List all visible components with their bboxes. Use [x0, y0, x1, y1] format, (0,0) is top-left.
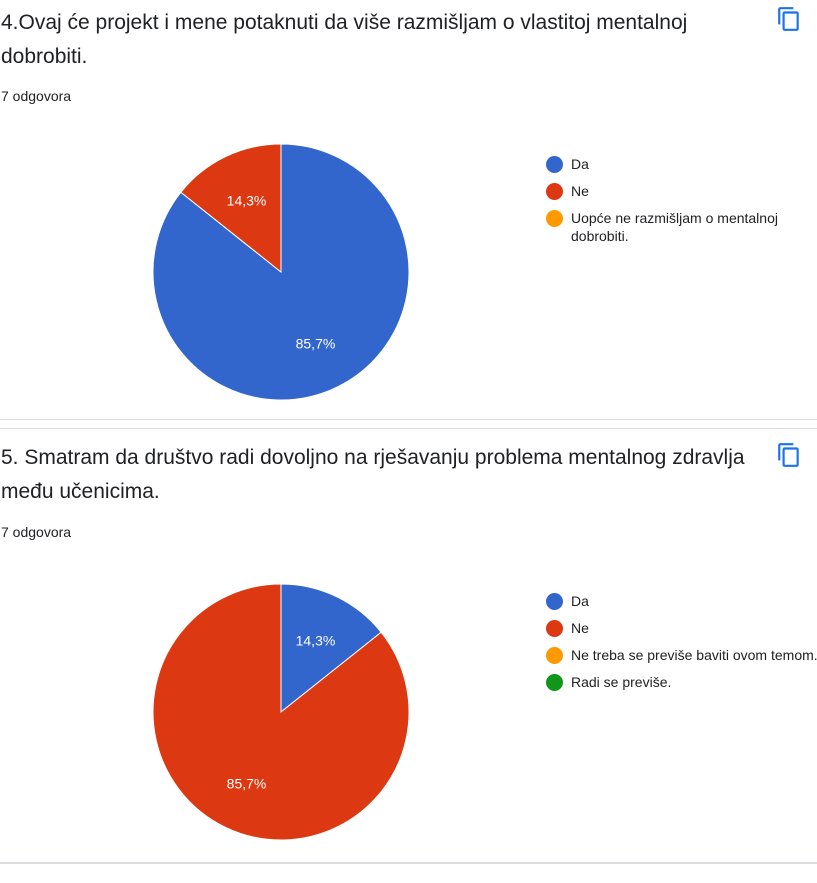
legend-item[interactable]: Uopće ne razmišljam o mentalnoj dobrobit… — [546, 209, 817, 245]
legend-label: Da — [571, 593, 589, 609]
chart-legend: Da Ne Uopće ne razmišljam o mentalnoj dobr… — [546, 155, 817, 254]
response-count: 7 odgovora — [1, 88, 72, 104]
question-card-5: 5. Smatram da društvo radi dovoljno na r… — [0, 428, 817, 864]
question-card-4: 4.Ovaj će projekt i mene potaknuti da vi… — [0, 0, 817, 420]
legend-swatch — [546, 210, 563, 227]
copy-chart-button[interactable] — [776, 441, 802, 469]
question-title: 4.Ovaj će projekt i mene potaknuti da vi… — [1, 11, 688, 68]
legend-item[interactable]: Ne treba se previše baviti ovom temom. — [546, 646, 817, 664]
legend-item[interactable]: Ne — [546, 182, 817, 200]
legend-label: Da — [571, 156, 589, 172]
pie-slice-ne[interactable] — [180, 143, 282, 274]
legend-swatch — [546, 674, 563, 691]
pie-slice-da[interactable] — [280, 583, 382, 714]
next-card-edge — [0, 862, 817, 883]
legend-swatch — [546, 183, 563, 200]
pie-chart: 14,3% 85,7% — [1, 566, 521, 866]
legend-swatch — [546, 593, 563, 610]
legend-item[interactable]: Radi se previše. — [546, 673, 817, 691]
slice-data-label: 85,7% — [296, 335, 336, 351]
legend-item[interactable]: Ne — [546, 619, 817, 637]
chart-legend: Da Ne Ne treba se previše baviti ovom temo… — [546, 592, 817, 700]
legend-item[interactable]: Da — [546, 592, 817, 610]
legend-label: Ne treba se previše baviti ovom temom. — [571, 647, 817, 663]
pie-slice-ne[interactable] — [152, 583, 410, 841]
copy-icon — [778, 7, 799, 31]
copy-icon — [778, 443, 799, 467]
copy-chart-button[interactable] — [776, 5, 802, 33]
legend-swatch — [546, 620, 563, 637]
pie-chart: 85,7% 14,3% — [1, 126, 521, 426]
legend-label: Ne — [571, 183, 589, 199]
legend-label: Ne — [571, 620, 589, 636]
legend-label: Radi se previše. — [571, 674, 672, 690]
legend-swatch — [546, 647, 563, 664]
response-count: 7 odgovora — [1, 524, 72, 540]
question-title: 5. Smatram da društvo radi dovoljno na r… — [1, 446, 745, 503]
legend-label: Uopće ne razmišljam o mentalnoj dobrobit… — [571, 210, 778, 244]
slice-data-label: 85,7% — [227, 775, 267, 791]
slice-data-label: 14,3% — [296, 633, 336, 649]
slice-data-label: 14,3% — [227, 193, 267, 209]
legend-item[interactable]: Da — [546, 155, 817, 173]
legend-swatch — [546, 156, 563, 173]
